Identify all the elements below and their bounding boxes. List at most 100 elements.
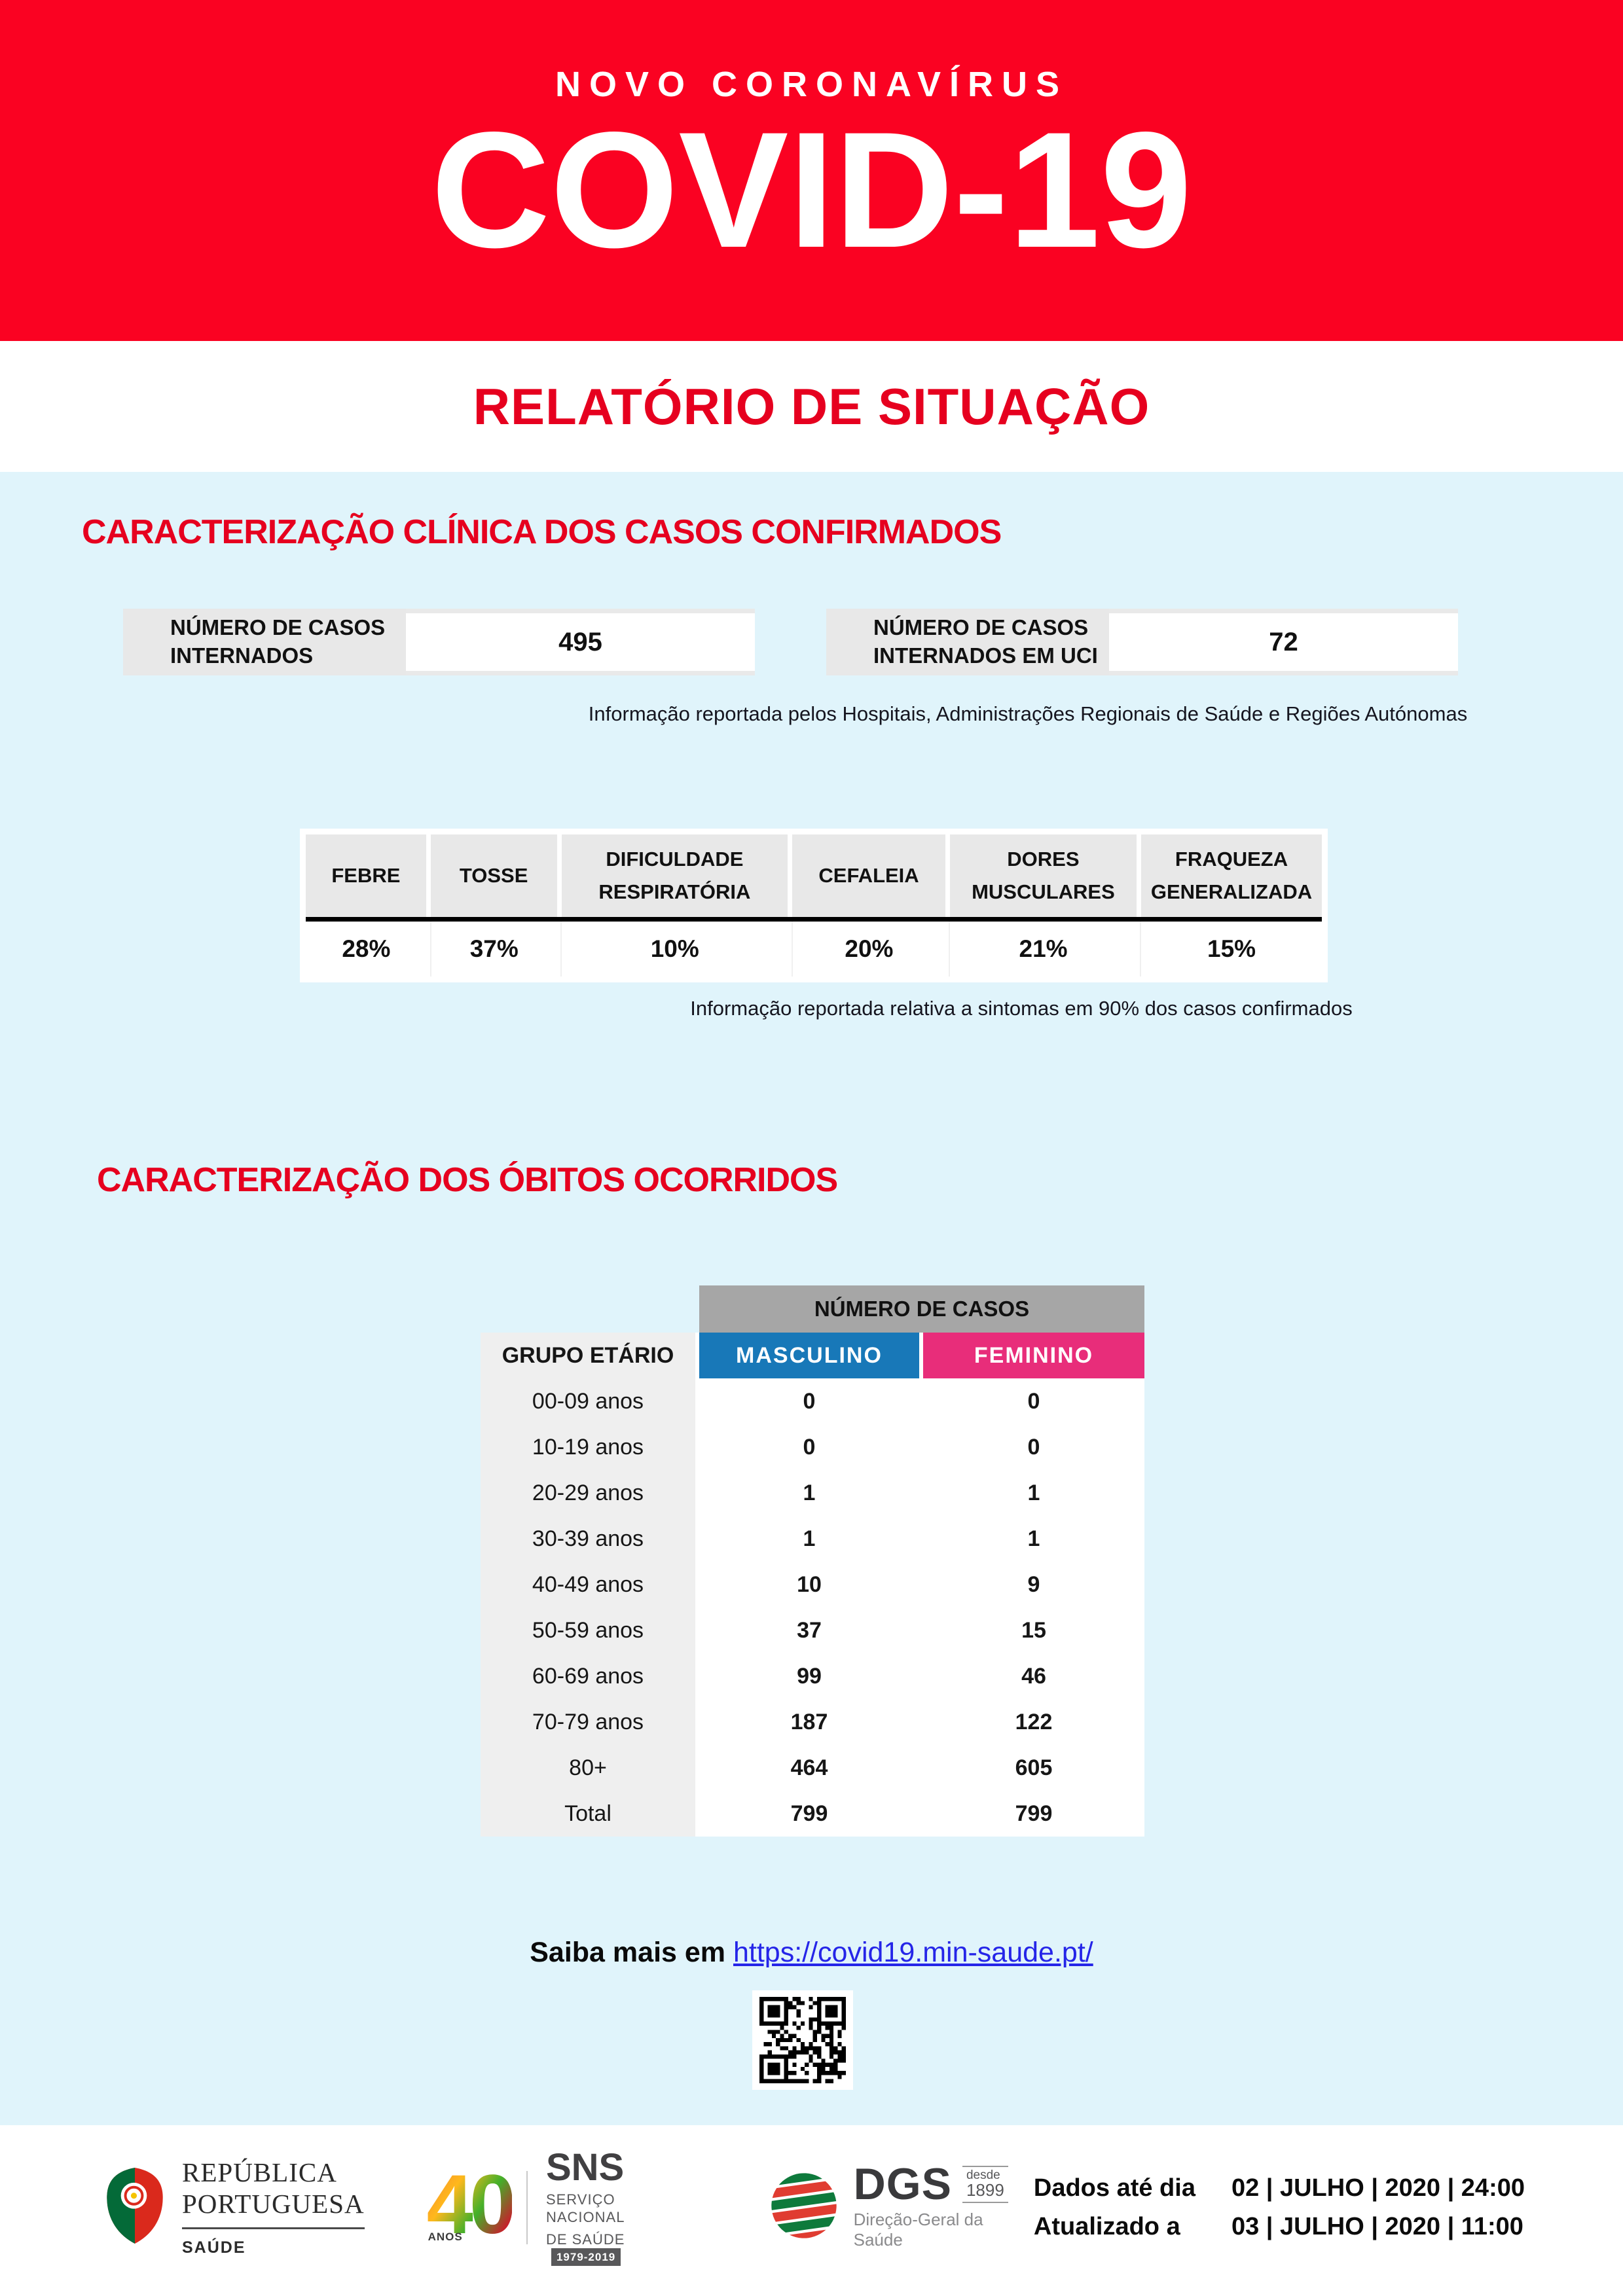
stats-note: Informação reportada pelos Hospitais, Ad… (588, 702, 1468, 725)
dgs-subtitle: Direção-Geral da Saúde (853, 2210, 983, 2250)
gov-line1: REPÚBLICA (182, 2157, 337, 2188)
table-row-male: 37 (699, 1607, 919, 1653)
symptoms-table: FEBRE TOSSE DIFICULDADE RESPIRATÓRIA CEF… (300, 829, 1328, 982)
gov-dept: SAÚDE (182, 2238, 246, 2257)
portugal-flag-icon (105, 2166, 165, 2249)
stat-internados-value: 495 (406, 609, 755, 675)
table-row-female: 1 (923, 1470, 1144, 1516)
sns-years-badge: 1979-2019 (551, 2248, 621, 2267)
table-row-label: 40-49 anos (481, 1562, 695, 1607)
sns-sub2: DE SAÚDE1979-2019 (546, 2231, 697, 2267)
deaths-grid: GRUPO ETÁRIO MASCULINO FEMININO 00-09 an… (481, 1333, 1144, 1837)
table-row-male: 99 (699, 1653, 919, 1699)
dgs-logo: DGS desde 1899 Direção-Geral da Saúde (767, 2162, 1034, 2250)
symptoms-value-row: 28% 37% 10% 20% 21% 15% (306, 922, 1322, 977)
table-row-male: 0 (699, 1378, 919, 1424)
table-row-female: 46 (923, 1653, 1144, 1699)
stat-internados: NÚMERO DE CASOS INTERNADOS 495 (123, 609, 755, 675)
banner-title: COVID-19 (431, 98, 1192, 282)
table-row-male: 464 (699, 1745, 919, 1791)
dgs-since-year: 1899 (966, 2180, 1004, 2200)
symptom-value: 37% (429, 922, 557, 977)
deaths-group-header: NÚMERO DE CASOS (699, 1285, 1144, 1333)
symptom-header: FRAQUEZA GENERALIZADA (1140, 834, 1322, 917)
clinical-section-title: CARACTERIZAÇÃO CLÍNICA DOS CASOS CONFIRM… (82, 513, 1002, 551)
sns-text-block: SNS SERVIÇO NACIONAL DE SAÚDE1979-2019 (545, 2145, 697, 2267)
symptom-header: DIFICULDADE RESPIRATÓRIA (561, 834, 788, 917)
table-row-female: 122 (923, 1699, 1144, 1745)
sns-separator (526, 2170, 528, 2244)
more-info-prefix: Saiba mais em (530, 1937, 733, 1968)
gov-rule (182, 2227, 365, 2229)
subheader-band: RELATÓRIO DE SITUAÇÃO (0, 341, 1623, 472)
deaths-group-header-row: NÚMERO DE CASOS (481, 1285, 1144, 1333)
dgs-globe-icon (767, 2168, 841, 2244)
dgs-since-block: desde 1899 (962, 2166, 1008, 2203)
table-row-female: 9 (923, 1562, 1144, 1607)
symptom-value: 20% (791, 922, 946, 977)
report-dates: Dados até dia 02 | JULHO | 2020 | 24:00 … (1034, 2174, 1525, 2241)
gov-line2: PORTUGUESA (182, 2188, 365, 2219)
sns-anos-label: ANOS (428, 2230, 463, 2243)
table-row-label: 50-59 anos (481, 1607, 695, 1653)
deaths-header-spacer (481, 1285, 699, 1333)
table-row-male: 1 (699, 1470, 919, 1516)
qr-code (752, 1990, 853, 2090)
dgs-text-block: DGS desde 1899 Direção-Geral da Saúde (853, 2162, 1034, 2250)
sns-sub1: SERVIÇO NACIONAL (545, 2191, 625, 2226)
table-row-male: 10 (699, 1562, 919, 1607)
symptom-value: 21% (949, 922, 1137, 977)
table-row-female: 605 (923, 1745, 1144, 1791)
header-banner: NOVO CORONAVÍRUS COVID-19 (0, 0, 1623, 341)
symptom-header: FEBRE (306, 834, 426, 917)
table-row-female: 15 (923, 1607, 1144, 1653)
table-row-male: 799 (699, 1791, 919, 1837)
stat-internados-label: NÚMERO DE CASOS INTERNADOS (123, 609, 406, 675)
symptom-header: DORES MUSCULARES (949, 834, 1137, 917)
covid-site-link[interactable]: https://covid19.min-saude.pt/ (733, 1937, 1093, 1968)
table-row-label: 60-69 anos (481, 1653, 695, 1699)
banner-kicker: NOVO CORONAVÍRUS (555, 65, 1068, 104)
symptoms-divider (306, 917, 1322, 922)
content-area: CARACTERIZAÇÃO CLÍNICA DOS CASOS CONFIRM… (0, 472, 1623, 2125)
date-label: Dados até dia (1033, 2174, 1195, 2202)
table-row-label: Total (481, 1791, 695, 1837)
table-row-female: 799 (923, 1791, 1144, 1837)
sns-40-anos-logo: 40 ANOS SNS SERVIÇO NACIONAL DE SAÚDE197… (426, 2145, 697, 2267)
table-row-male: 0 (699, 1424, 919, 1470)
sns-name: SNS (545, 2145, 625, 2189)
sns-40-icon: 40 ANOS (426, 2158, 516, 2252)
stat-uci: NÚMERO DE CASOS INTERNADOS EM UCI 72 (826, 609, 1458, 675)
gov-logo-text: REPÚBLICA PORTUGUESA SAÚDE (182, 2157, 365, 2257)
footer: REPÚBLICA PORTUGUESA SAÚDE 40 ANOS SNS S… (0, 2125, 1623, 2296)
symptom-header: CEFALEIA (792, 834, 945, 917)
date-value: 02 | JULHO | 2020 | 24:00 (1231, 2174, 1525, 2202)
col-header-age: GRUPO ETÁRIO (481, 1333, 695, 1378)
table-row-female: 0 (923, 1378, 1144, 1424)
table-row-male: 187 (699, 1699, 919, 1745)
table-row-male: 1 (699, 1516, 919, 1562)
stat-uci-label: NÚMERO DE CASOS INTERNADOS EM UCI (826, 609, 1109, 675)
symptom-value: 28% (306, 922, 427, 977)
symptom-value: 15% (1140, 922, 1322, 977)
table-row-label: 10-19 anos (481, 1424, 695, 1470)
table-row-label: 80+ (481, 1745, 695, 1791)
table-row-female: 1 (923, 1516, 1144, 1562)
deaths-table: NÚMERO DE CASOS GRUPO ETÁRIO MASCULINO F… (481, 1285, 1144, 1837)
symptoms-note: Informação reportada relativa a sintomas… (690, 997, 1353, 1020)
date-value: 03 | JULHO | 2020 | 11:00 (1231, 2212, 1523, 2240)
col-header-male: MASCULINO (699, 1333, 919, 1378)
deaths-section-title: CARACTERIZAÇÃO DOS ÓBITOS OCORRIDOS (97, 1161, 838, 1199)
table-row-label: 20-29 anos (481, 1470, 695, 1516)
stat-uci-value: 72 (1109, 609, 1458, 675)
symptom-value: 10% (560, 922, 788, 977)
dgs-since-word: desde (966, 2168, 1000, 2183)
symptom-header: TOSSE (430, 834, 557, 917)
sns-40-number: 40 (426, 2158, 516, 2252)
symptoms-header-row: FEBRE TOSSE DIFICULDADE RESPIRATÓRIA CEF… (306, 834, 1322, 917)
republica-portuguesa-logo: REPÚBLICA PORTUGUESA SAÚDE (105, 2157, 365, 2257)
col-header-female: FEMININO (923, 1333, 1144, 1378)
table-row-label: 30-39 anos (481, 1516, 695, 1562)
more-info-line: Saiba mais em https://covid19.min-saude.… (0, 1937, 1623, 1969)
